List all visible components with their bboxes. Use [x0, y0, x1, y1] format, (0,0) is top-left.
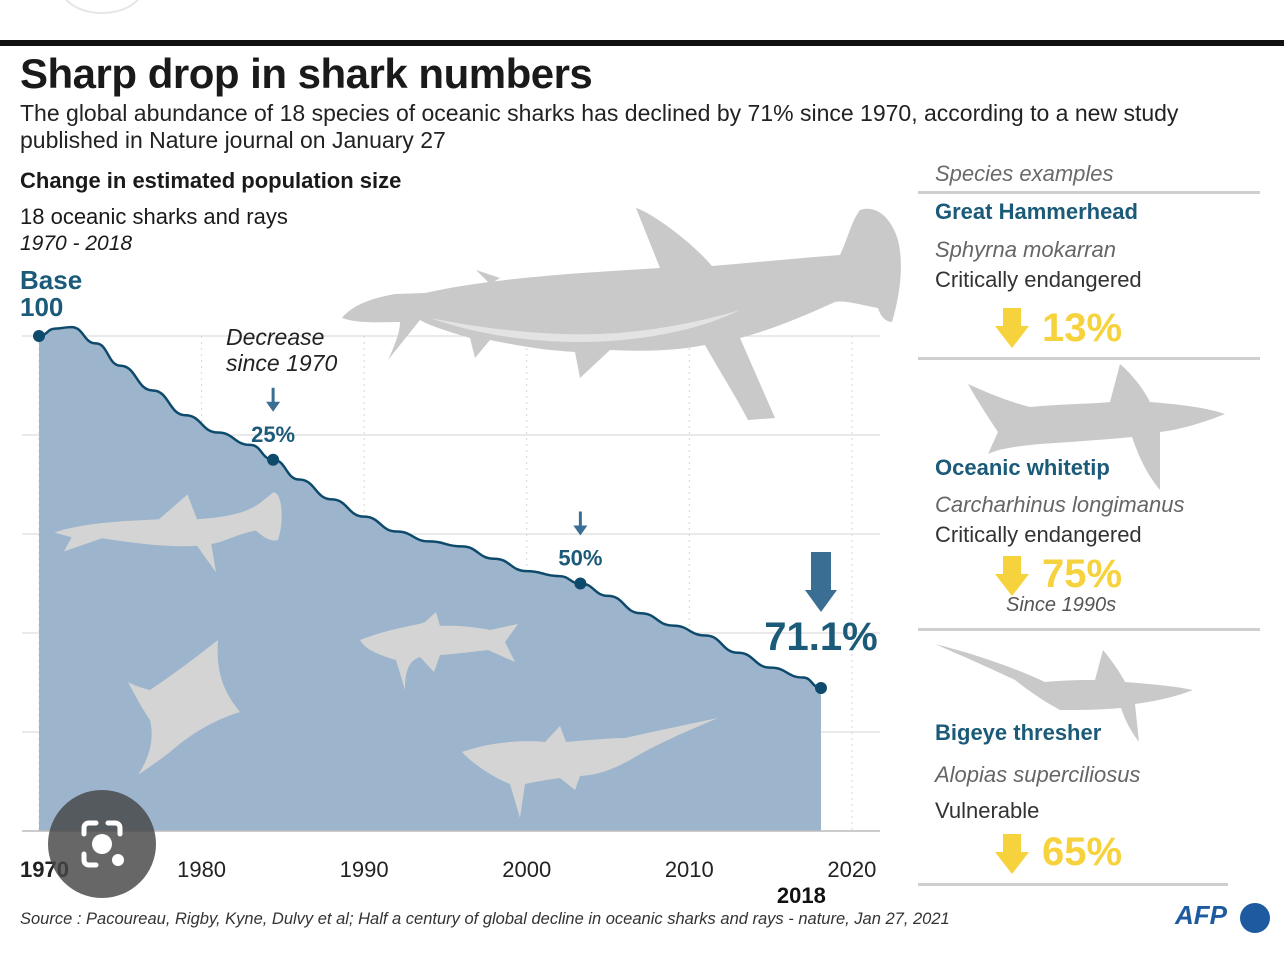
- species-decline: 75%: [1042, 552, 1123, 596]
- x-tick-label: 1980: [177, 857, 226, 882]
- annotation-label: 25%: [251, 422, 295, 447]
- down-arrow-head-icon: [266, 401, 281, 412]
- x-last-label: 2018: [777, 883, 826, 908]
- annotation-heading-line1: Decrease: [226, 324, 324, 350]
- chart-title: Change in estimated population size: [20, 168, 402, 193]
- decline-arrow-icon: [995, 308, 1029, 348]
- down-arrow-head-icon: [573, 525, 588, 536]
- x-tick-label: 2010: [665, 857, 714, 882]
- afp-logo: AFP: [1175, 900, 1227, 930]
- species-status: Critically endangered: [935, 522, 1142, 547]
- annotation-heading-line2: since 1970: [226, 350, 337, 376]
- decline-arrow-icon: [995, 556, 1029, 596]
- area-manta-silhouette-icon: [128, 640, 240, 775]
- annotation-label: 50%: [558, 546, 602, 571]
- afp-logo-dot: [1240, 903, 1270, 933]
- side-divider: [918, 883, 1228, 886]
- species-note: Since 1990s: [1006, 594, 1117, 616]
- x-tick-label: 2020: [827, 857, 876, 882]
- whitetip-silhouette-icon: [968, 364, 1225, 490]
- x-tick-label: 2000: [502, 857, 551, 882]
- species-name: Great Hammerhead: [935, 199, 1138, 224]
- species-latin: Alopias superciliosus: [935, 762, 1141, 787]
- area-thresher-silhouette-icon: [462, 718, 718, 818]
- decline-arrow-icon: [995, 834, 1029, 874]
- base-value: 100: [20, 292, 63, 322]
- side-divider: [918, 628, 1260, 631]
- annotation-points: [33, 330, 827, 694]
- species-latin: Carcharhinus longimanus: [935, 492, 1185, 517]
- big-down-arrow-icon: [804, 551, 837, 612]
- source-note: Source : Pacoureau, Rigby, Kyne, Dulvy e…: [20, 910, 950, 928]
- lens-camera-button[interactable]: [48, 790, 156, 898]
- chart-period: 1970 - 2018: [20, 232, 133, 255]
- page-subtitle: The global abundance of 18 species of oc…: [20, 100, 1179, 153]
- side-divider: [918, 357, 1260, 360]
- species-name: Bigeye thresher: [935, 720, 1102, 745]
- species-status: Vulnerable: [935, 798, 1040, 823]
- species-decline: 65%: [1042, 830, 1123, 874]
- hammerhead-illustration-icon: [342, 208, 901, 420]
- species-decline: 13%: [1042, 306, 1123, 350]
- species-name: Oceanic whitetip: [935, 455, 1110, 480]
- species-status: Critically endangered: [935, 267, 1142, 292]
- thresher-silhouette-icon: [935, 644, 1193, 742]
- species-latin: Sphyrna mokarran: [935, 237, 1116, 262]
- annotation-point: [267, 453, 280, 466]
- area-shark-silhouette-icon: [360, 612, 518, 690]
- lens-camera-icon: [81, 820, 124, 868]
- annotation-heading: Decrease since 1970: [226, 324, 337, 376]
- area-hammerhead-silhouette-icon: [54, 492, 282, 573]
- side-divider: [918, 191, 1260, 194]
- annotation-point: [814, 681, 827, 694]
- side-panel-heading: Species examples: [935, 161, 1114, 186]
- top-rule: [0, 40, 1284, 46]
- population-line: [38, 325, 822, 690]
- chart-subtitle: 18 oceanic sharks and rays: [20, 204, 288, 229]
- annotation-label: 71.1%: [764, 615, 877, 659]
- x-tick-label: 1990: [340, 857, 389, 882]
- annotation-arrows: [266, 387, 837, 612]
- base-point: [33, 330, 45, 342]
- base-label: Base: [20, 265, 82, 295]
- page-title: Sharp drop in shark numbers: [20, 50, 593, 97]
- annotation-point: [574, 577, 587, 590]
